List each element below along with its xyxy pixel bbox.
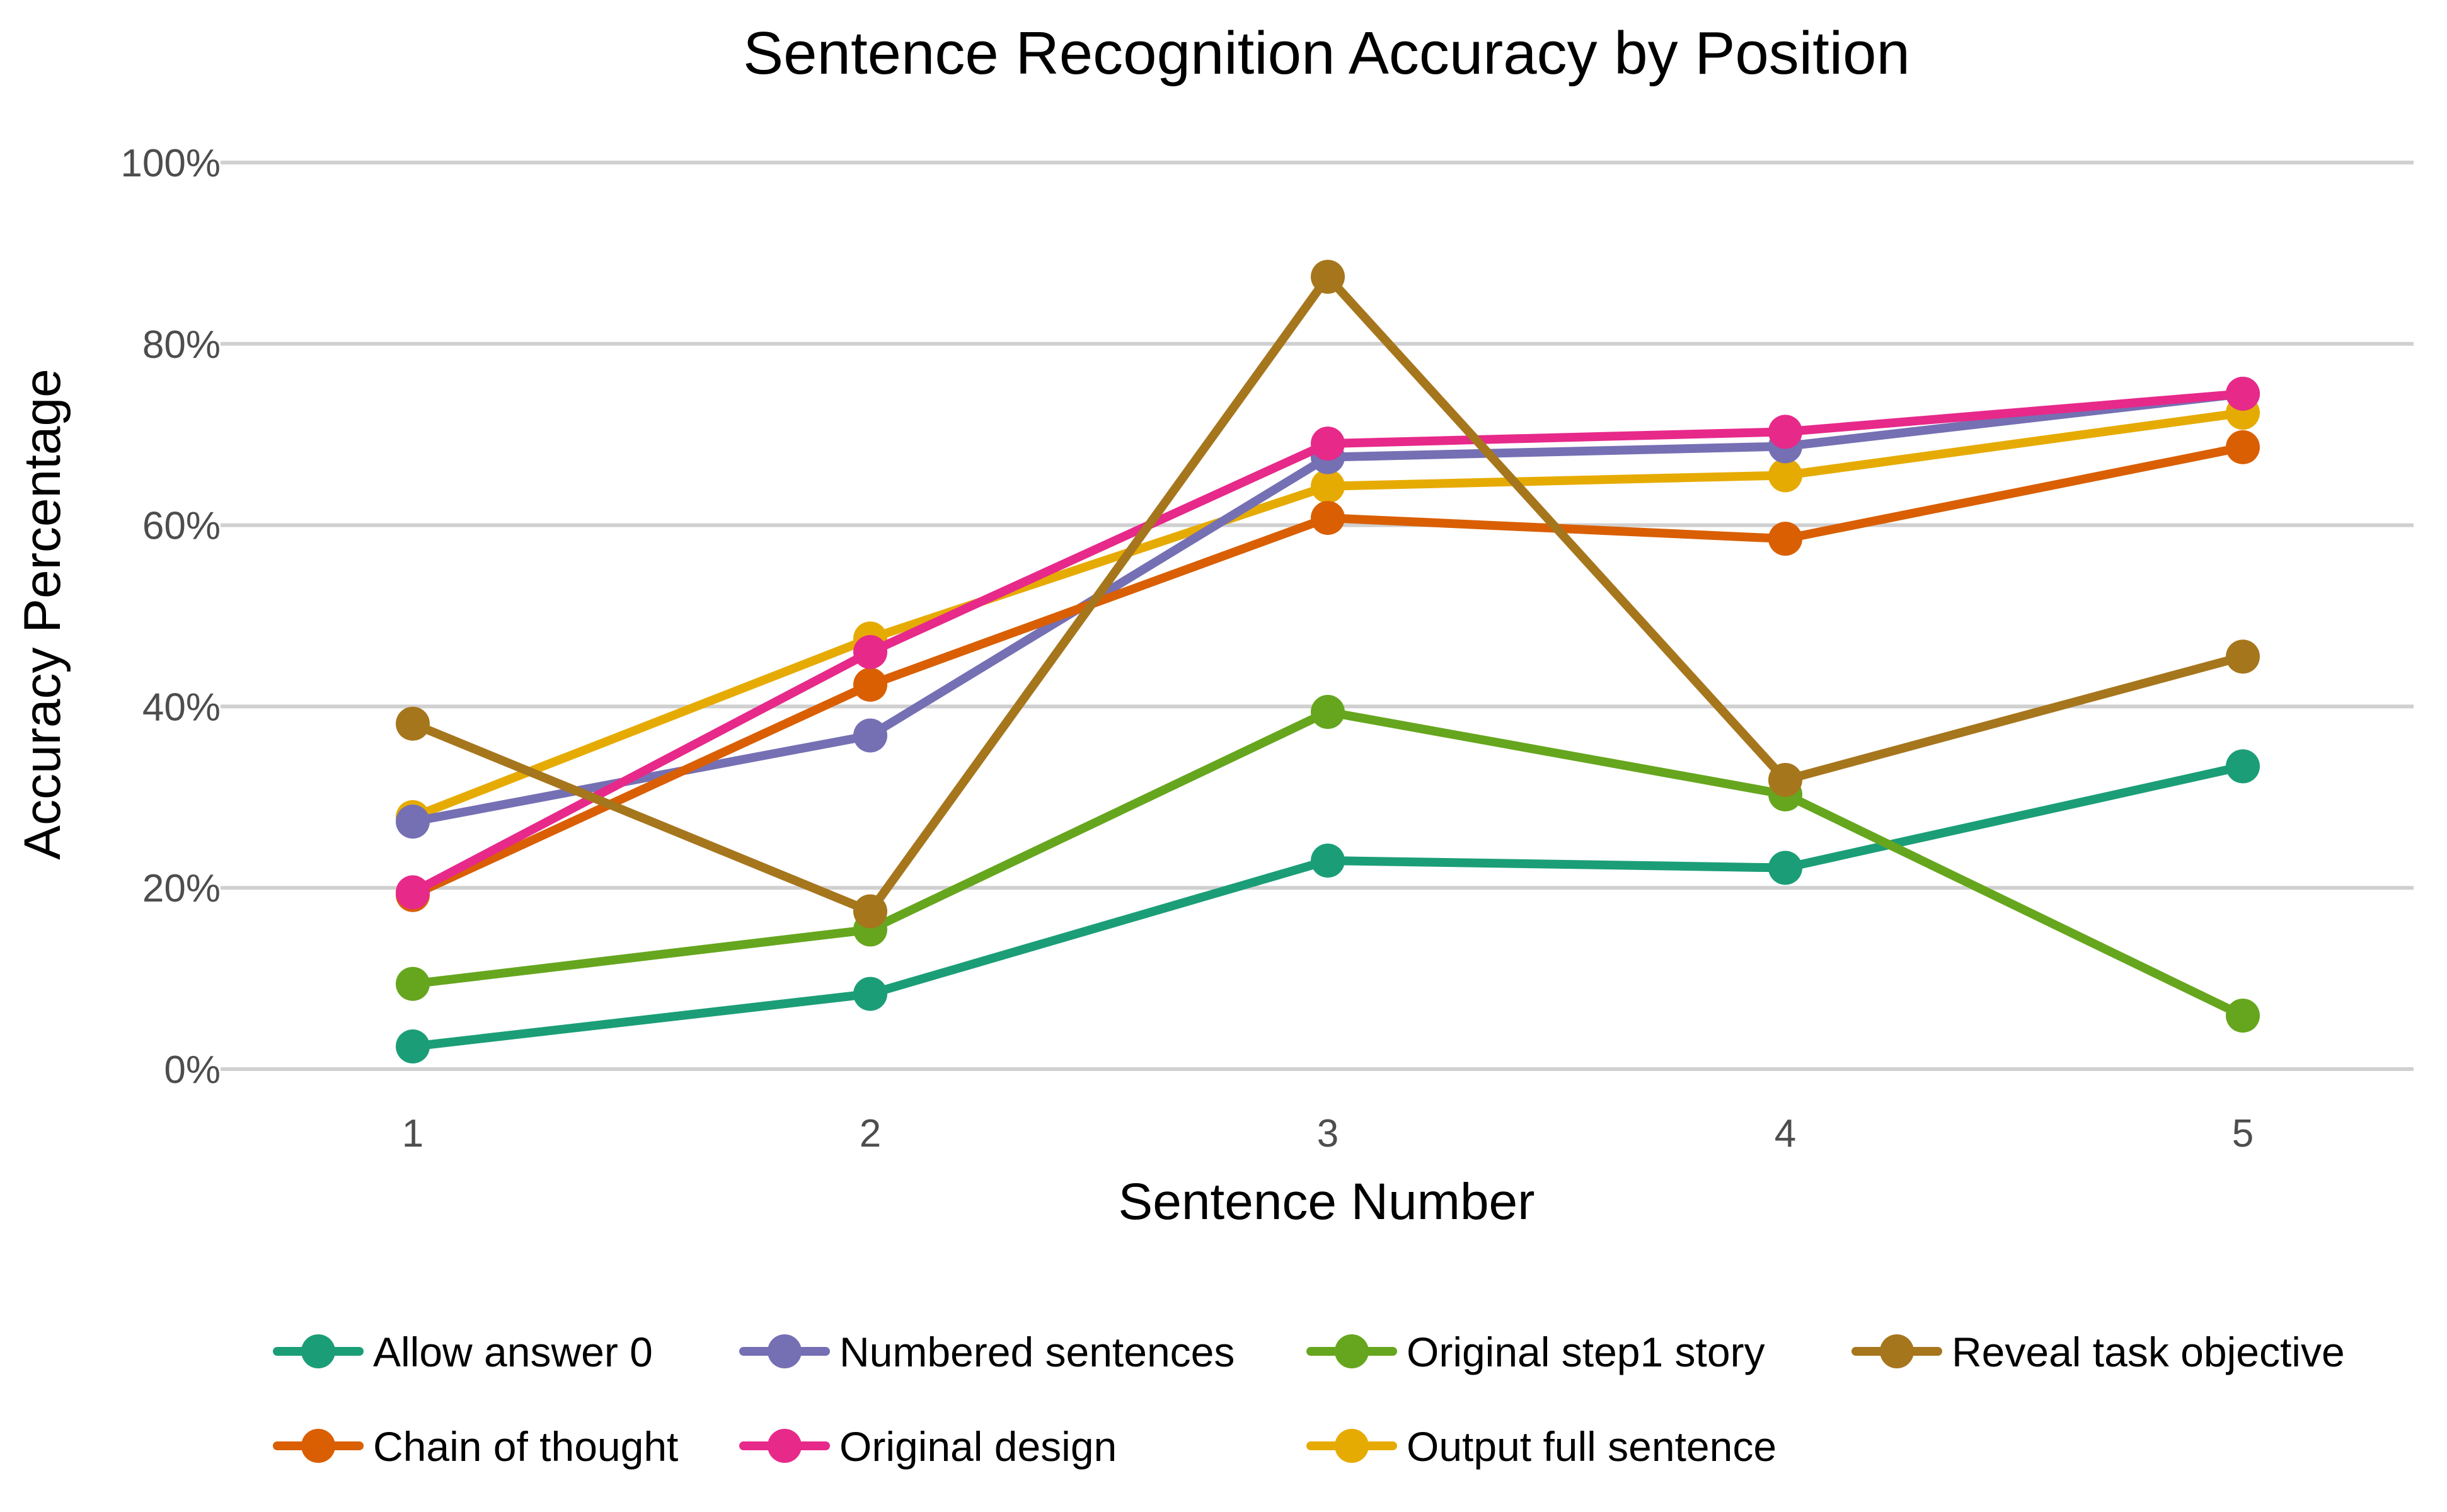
legend-label: Reveal task objective <box>1952 1329 2345 1375</box>
data-point-original-design <box>2226 376 2260 411</box>
legend-item-reveal-task-objective: Reveal task objective <box>1851 1329 2345 1375</box>
legend: Allow answer 0 Numbered sentences Original… <box>273 1329 2345 1470</box>
data-point-reveal-task-objective <box>853 894 887 929</box>
legend-swatch-marker <box>1335 1334 1369 1368</box>
legend-item-allow-answer-0: Allow answer 0 <box>273 1329 653 1375</box>
y-axis-title: Accuracy Percentage <box>14 369 71 859</box>
data-point-original-step1-story <box>2226 999 2260 1033</box>
legend-swatch-marker <box>768 1429 802 1463</box>
legend-swatch-marker <box>768 1334 802 1368</box>
series-chain-of-thought <box>396 430 2260 912</box>
legend-swatch-marker <box>1880 1334 1914 1368</box>
data-point-allow-answer-0 <box>1768 850 1802 885</box>
y-tick-label: 60% <box>142 505 221 548</box>
legend-item-original-step1-story: Original step1 story <box>1306 1329 1765 1375</box>
legend-label: Numbered sentences <box>839 1329 1235 1375</box>
x-tick-label: 2 <box>860 1112 881 1155</box>
legend-item-numbered-sentences: Numbered sentences <box>739 1329 1235 1375</box>
legend-swatch-marker <box>301 1429 335 1463</box>
y-tick-label: 80% <box>142 323 221 367</box>
data-point-chain-of-thought <box>853 667 887 702</box>
data-point-output-full-sentence <box>1768 458 1802 493</box>
series-line-allow-answer-0 <box>408 762 2247 1051</box>
x-tick-label: 4 <box>1775 1112 1796 1155</box>
data-point-original-design <box>853 635 887 670</box>
data-point-original-design <box>1768 415 1802 449</box>
data-point-allow-answer-0 <box>396 1029 430 1064</box>
data-point-original-step1-story <box>1311 695 1345 730</box>
legend-item-output-full-sentence: Output full sentence <box>1306 1423 1776 1470</box>
legend-swatch-marker <box>1335 1429 1369 1463</box>
data-point-reveal-task-objective <box>396 706 430 741</box>
data-point-reveal-task-objective <box>1311 260 1345 294</box>
data-point-chain-of-thought <box>1768 522 1802 556</box>
data-point-chain-of-thought <box>2226 430 2260 464</box>
x-tick-label: 1 <box>402 1112 423 1155</box>
series-line-reveal-task-objective <box>408 272 2247 916</box>
x-axis-ticks: 1 2 3 4 5 <box>402 1112 2254 1155</box>
legend-item-original-design: Original design <box>739 1423 1117 1470</box>
series-reveal-task-objective <box>396 260 2260 929</box>
data-point-original-design <box>396 875 430 910</box>
data-point-reveal-task-objective <box>1768 762 1802 797</box>
y-tick-label: 100% <box>120 142 221 185</box>
y-tick-label: 40% <box>142 685 221 729</box>
legend-swatch-marker <box>301 1334 335 1368</box>
x-tick-label: 5 <box>2232 1112 2254 1155</box>
series-original-design <box>396 376 2260 910</box>
series-allow-answer-0 <box>396 749 2260 1064</box>
data-point-allow-answer-0 <box>2226 749 2260 784</box>
y-tick-label: 0% <box>164 1048 221 1092</box>
legend-item-chain-of-thought: Chain of thought <box>273 1423 678 1470</box>
x-axis-title: Sentence Number <box>1119 1173 1535 1230</box>
data-point-output-full-sentence <box>1311 469 1345 503</box>
legend-label: Chain of thought <box>373 1423 678 1470</box>
data-point-chain-of-thought <box>1311 501 1345 536</box>
data-point-numbered-sentences <box>853 718 887 753</box>
legend-label: Original design <box>839 1423 1117 1470</box>
legend-label: Output full sentence <box>1407 1423 1776 1470</box>
data-point-numbered-sentences <box>396 805 430 839</box>
data-point-original-step1-story <box>396 966 430 1001</box>
data-series <box>396 260 2260 1064</box>
y-axis-ticks: 0% 20% 40% 60% 80% 100% <box>120 142 221 1092</box>
legend-label: Allow answer 0 <box>373 1329 653 1375</box>
x-tick-label: 3 <box>1317 1112 1339 1155</box>
data-point-allow-answer-0 <box>853 976 887 1011</box>
y-tick-label: 20% <box>142 867 221 910</box>
chart-title: Sentence Recognition Accuracy by Positio… <box>743 20 1910 87</box>
legend-label: Original step1 story <box>1407 1329 1765 1375</box>
data-point-allow-answer-0 <box>1311 844 1345 878</box>
data-point-original-design <box>1311 427 1345 461</box>
data-point-reveal-task-objective <box>2226 639 2260 674</box>
